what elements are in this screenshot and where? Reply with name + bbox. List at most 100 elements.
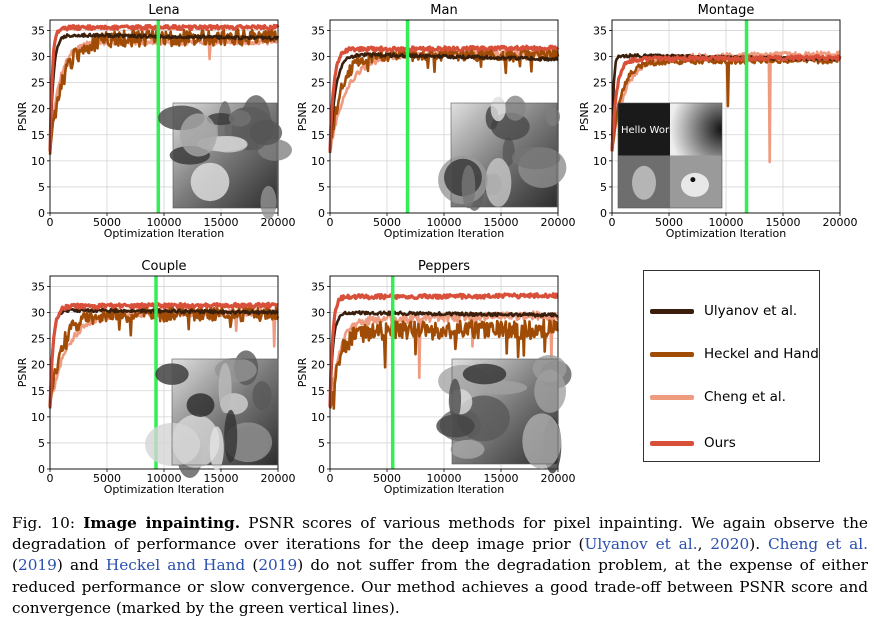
legend-label-ulyanov: Ulyanov et al. bbox=[704, 303, 798, 319]
chart-title: Man bbox=[430, 3, 457, 18]
citation-link[interactable]: Ulyanov et al. bbox=[584, 535, 698, 554]
montage-gradient-tile bbox=[670, 103, 722, 156]
figure-caption: Fig. 10: Image inpainting. PSNR scores o… bbox=[12, 513, 868, 619]
montage-bird-shape bbox=[680, 172, 709, 197]
y-axis-label: PSNR bbox=[16, 101, 29, 131]
x-tick-label: 15000 bbox=[484, 472, 519, 485]
y-tick-label: 10 bbox=[31, 155, 45, 168]
inset-shape bbox=[190, 162, 230, 202]
y-tick-label: 15 bbox=[31, 385, 45, 398]
y-axis-label: PSNR bbox=[578, 101, 591, 131]
y-tick-label: 20 bbox=[31, 359, 45, 372]
inset-shape bbox=[209, 136, 248, 153]
y-axis-label: PSNR bbox=[296, 101, 309, 131]
legend-swatch-ours bbox=[650, 440, 694, 446]
y-tick-label: 10 bbox=[311, 155, 325, 168]
x-axis-label: Optimization Iteration bbox=[104, 227, 225, 240]
y-tick-label: 5 bbox=[600, 181, 607, 194]
x-tick-label: 20000 bbox=[261, 216, 296, 229]
inset-shape bbox=[218, 362, 232, 414]
inset-photo-peppers bbox=[436, 355, 572, 474]
y-tick-label: 20 bbox=[31, 103, 45, 116]
series-line-ulyanov-et-al bbox=[48, 32, 279, 152]
caption-text: , bbox=[697, 535, 711, 554]
montage-text: Hello World bbox=[621, 125, 678, 136]
y-tick-label: 0 bbox=[38, 463, 45, 476]
caption-text: ) and bbox=[56, 556, 106, 575]
y-tick-label: 15 bbox=[31, 129, 45, 142]
x-axis-label: Optimization Iteration bbox=[384, 227, 505, 240]
montage-face-shape bbox=[632, 165, 656, 200]
y-tick-label: 0 bbox=[38, 207, 45, 220]
x-tick-label: 10000 bbox=[147, 216, 182, 229]
chart-panel-couple: 0 5 10 15 20 25 30 35 0 5000 10000 15000 20000 Couple… bbox=[16, 259, 296, 496]
y-tick-label: 15 bbox=[593, 129, 607, 142]
y-tick-label: 35 bbox=[31, 280, 45, 293]
series-line-cheng-et-al bbox=[328, 310, 560, 408]
inset-shape bbox=[545, 107, 561, 127]
y-tick-label: 35 bbox=[311, 24, 325, 37]
inset-shape bbox=[249, 120, 283, 146]
y-axis-label: PSNR bbox=[296, 357, 309, 387]
x-tick-label: 0 bbox=[609, 216, 616, 229]
chart-panel-lena: 0 5 10 15 20 25 30 35 0 5000 10000 15000 20000 Lena Op… bbox=[16, 3, 296, 240]
y-tick-label: 25 bbox=[31, 77, 45, 90]
montage-bird-eye bbox=[690, 177, 696, 183]
y-tick-label: 25 bbox=[593, 77, 607, 90]
x-tick-label: 5000 bbox=[93, 472, 121, 485]
y-tick-label: 20 bbox=[311, 359, 325, 372]
y-tick-label: 25 bbox=[311, 77, 325, 90]
citation-link[interactable]: 2020 bbox=[710, 535, 750, 554]
legend-item-cheng: Cheng et al. bbox=[650, 387, 786, 407]
x-tick-label: 0 bbox=[47, 472, 54, 485]
x-axis-label: Optimization Iteration bbox=[666, 227, 787, 240]
x-tick-label: 0 bbox=[47, 216, 54, 229]
y-axis-label: PSNR bbox=[16, 357, 29, 387]
x-tick-label: 0 bbox=[327, 472, 334, 485]
inset-shape bbox=[511, 146, 561, 170]
y-tick-label: 15 bbox=[311, 129, 325, 142]
inset-shape bbox=[462, 363, 507, 385]
inset-border bbox=[451, 358, 559, 465]
inset-shape bbox=[504, 95, 526, 121]
caption-text: PSNR scores of various methods for pixel… bbox=[12, 514, 868, 554]
x-axis-label: Optimization Iteration bbox=[104, 483, 225, 496]
citation-link[interactable]: 2019 bbox=[17, 556, 57, 575]
y-tick-label: 30 bbox=[31, 51, 45, 64]
x-tick-label: 5000 bbox=[373, 216, 401, 229]
x-axis-label: Optimization Iteration bbox=[384, 483, 505, 496]
y-tick-label: 5 bbox=[38, 181, 45, 194]
citation-link[interactable]: Cheng et al. bbox=[767, 535, 868, 554]
y-tick-label: 35 bbox=[593, 24, 607, 37]
series-line-ulyanov-et-al bbox=[48, 307, 279, 407]
y-tick-label: 10 bbox=[311, 411, 325, 424]
inset-shape bbox=[490, 96, 506, 122]
series-line-ours bbox=[48, 23, 280, 152]
inset-shape bbox=[206, 112, 235, 126]
chart-panel-montage: 0 5 10 15 20 25 30 35 0 5000 10000 15000 20000 Montag… bbox=[578, 3, 858, 240]
y-tick-label: 20 bbox=[593, 103, 607, 116]
chart-title: Lena bbox=[148, 3, 179, 18]
chart-panel-man: 0 5 10 15 20 25 30 35 0 5000 10000 15000 20000 Man Opt… bbox=[296, 3, 576, 240]
citation-link[interactable]: 2019 bbox=[258, 556, 298, 575]
x-tick-label: 15000 bbox=[204, 216, 239, 229]
chart-title: Montage bbox=[698, 3, 755, 18]
legend-swatch-ulyanov bbox=[650, 308, 694, 314]
inset-shape bbox=[485, 158, 512, 207]
y-tick-label: 25 bbox=[311, 333, 325, 346]
inset-shape bbox=[209, 426, 224, 471]
series-line-heckel-and-hand bbox=[328, 47, 560, 154]
citation-link[interactable]: Heckel and Hand bbox=[105, 556, 246, 575]
series-line-ours bbox=[48, 301, 279, 408]
inset-shape bbox=[224, 409, 238, 463]
x-tick-label: 20000 bbox=[541, 216, 576, 229]
inset-border bbox=[617, 102, 723, 209]
legend-label-cheng: Cheng et al. bbox=[704, 389, 786, 405]
x-tick-label: 10000 bbox=[427, 216, 462, 229]
axes-frame bbox=[611, 19, 841, 214]
legend-label-heckel: Heckel and Hand bbox=[704, 346, 819, 362]
series-line-heckel-and-hand bbox=[48, 27, 280, 155]
caption-text: ). bbox=[749, 535, 768, 554]
chart-title: Couple bbox=[141, 259, 186, 274]
y-tick-label: 0 bbox=[318, 207, 325, 220]
